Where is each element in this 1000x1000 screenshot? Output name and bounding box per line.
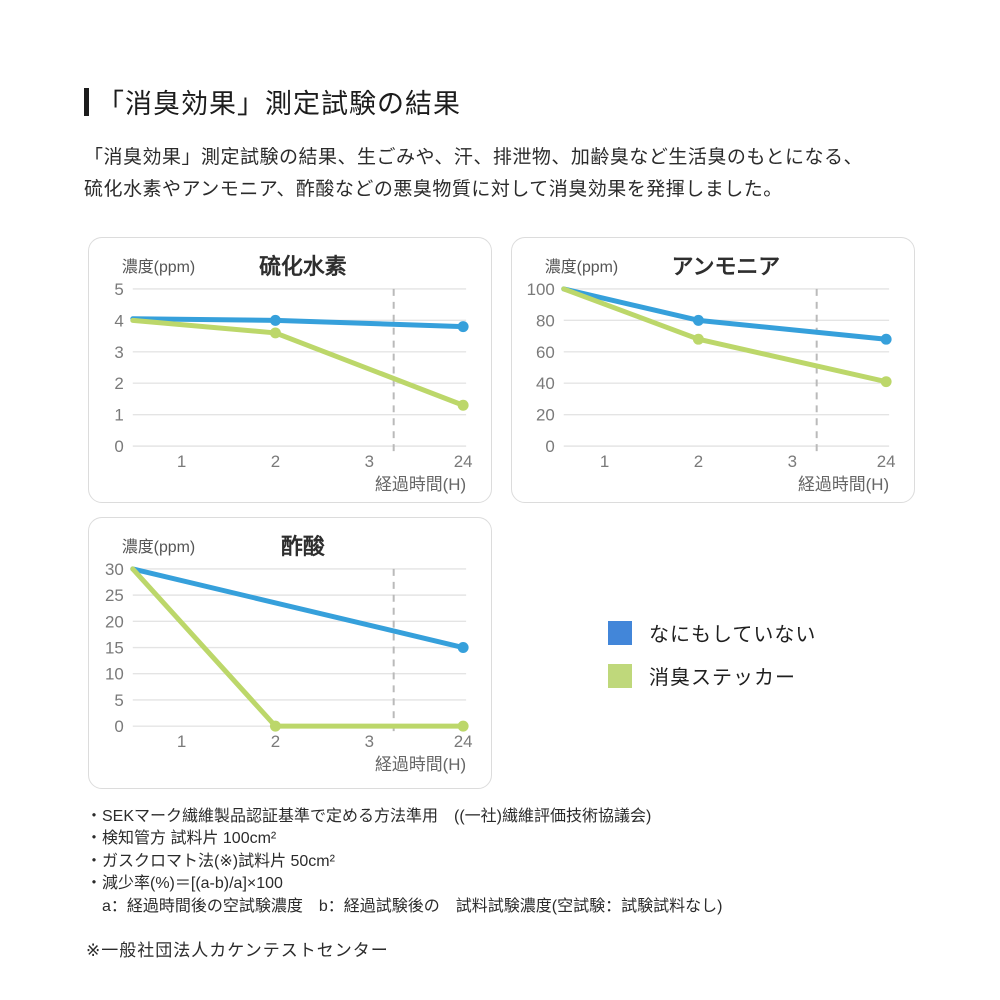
y-axis-unit-label: 濃度(ppm) bbox=[545, 258, 618, 276]
x-tick-label: 1 bbox=[600, 452, 609, 471]
legend-item-untreated: なにもしていない bbox=[608, 620, 817, 646]
data-point-dot bbox=[457, 321, 469, 333]
data-point-dot bbox=[457, 720, 469, 732]
x-tick-label: 3 bbox=[365, 732, 374, 751]
legend-swatch-blue bbox=[608, 620, 632, 645]
intro-line-1: 「消臭効果」測定試験の結果、生ごみや、汗、排泄物、加齢臭など生活臭のもとになる、 bbox=[84, 147, 864, 168]
x-tick-label: 24 bbox=[454, 452, 473, 471]
chart-title: 硫化水素 bbox=[259, 254, 347, 279]
y-tick-label: 20 bbox=[105, 612, 124, 631]
intro-paragraph: 「消臭効果」測定試験の結果、生ごみや、汗、排泄物、加齢臭など生活臭のもとになる、… bbox=[84, 142, 863, 206]
y-tick-label: 0 bbox=[114, 437, 123, 456]
x-axis-label: 経過時間(H) bbox=[798, 475, 889, 494]
y-tick-label: 25 bbox=[105, 586, 124, 605]
y-tick-label: 100 bbox=[527, 280, 555, 299]
x-tick-label: 3 bbox=[365, 452, 374, 471]
footnotes: ・SEKマーク繊維製品認証基準で定める方法準用 ((一社)繊維評価技術協議会) … bbox=[86, 806, 722, 918]
y-tick-label: 2 bbox=[114, 374, 123, 393]
x-tick-label: 2 bbox=[694, 452, 703, 471]
series-line-untreated bbox=[130, 566, 466, 651]
y-tick-label: 0 bbox=[545, 437, 554, 456]
page-title: 「消臭効果」測定試験の結果 bbox=[97, 89, 461, 119]
data-point-dot bbox=[269, 327, 281, 339]
x-tick-label: 24 bbox=[454, 732, 473, 751]
data-point-dot bbox=[692, 333, 704, 345]
y-axis-unit-label: 濃度(ppm) bbox=[122, 538, 195, 556]
legend-label-untreated: なにもしていない bbox=[649, 624, 817, 646]
chart-legend: なにもしていない 消臭ステッカー bbox=[608, 620, 816, 706]
legend-swatch-green bbox=[608, 663, 632, 688]
legend-label-deodorant-sticker: 消臭ステッカー bbox=[649, 667, 796, 689]
y-tick-label: 80 bbox=[536, 311, 555, 330]
chart-title: 酢酸 bbox=[281, 534, 325, 559]
y-tick-label: 10 bbox=[105, 665, 124, 684]
footnote-line: ・減少率(%)＝[(a-b)/a]×100 bbox=[86, 875, 283, 893]
y-tick-label: 60 bbox=[536, 343, 555, 362]
bottom-note: ※一般社団法人カケンテストセンター bbox=[86, 941, 389, 960]
x-axis-label: 経過時間(H) bbox=[375, 755, 466, 774]
legend-item-deodorant-sticker: 消臭ステッカー bbox=[608, 663, 816, 689]
chart-hydrogen-sulfide: 濃度(ppm) 硫化水素 5 4 3 2 1 0 1 2 3 24 経過時間(H) bbox=[114, 254, 473, 494]
x-tick-label: 24 bbox=[877, 452, 896, 471]
x-tick-label: 3 bbox=[788, 452, 797, 471]
chart-acetic-acid: 濃度(ppm) 酢酸 30 25 20 15 10 5 0 1 2 3 24 経過時間(H) bbox=[105, 534, 473, 774]
y-tick-label: 0 bbox=[114, 717, 123, 736]
y-tick-label: 1 bbox=[114, 406, 123, 425]
data-point-dot bbox=[692, 314, 704, 326]
y-tick-label: 5 bbox=[114, 280, 123, 299]
x-tick-label: 1 bbox=[177, 452, 186, 471]
intro-line-2: 硫化水素やアンモニア、酢酸などの悪臭物質に対して消臭効果を発揮しました。 bbox=[84, 179, 783, 200]
chart-card-ammonia: 濃度(ppm) アンモニア 100 80 60 40 20 0 1 2 3 24 経過時間(H) bbox=[511, 237, 915, 503]
y-tick-label: 40 bbox=[536, 374, 555, 393]
series-line-deodorant-sticker bbox=[130, 317, 466, 408]
data-point-dot bbox=[880, 333, 892, 345]
footnote-line: ・検知管方 試料片 100cm² bbox=[86, 830, 277, 848]
data-point-dot bbox=[457, 642, 469, 653]
series-line-untreated bbox=[561, 286, 889, 342]
chart-card-acetic-acid: 濃度(ppm) 酢酸 30 25 20 15 10 5 0 1 2 3 24 経過時間(H) bbox=[88, 517, 492, 789]
x-tick-label: 2 bbox=[271, 452, 280, 471]
data-point-dot bbox=[880, 376, 892, 388]
y-tick-label: 3 bbox=[114, 343, 123, 362]
chart-ammonia: 濃度(ppm) アンモニア 100 80 60 40 20 0 1 2 3 24 経過時間(H) bbox=[527, 254, 896, 494]
chart-card-hydrogen-sulfide: 濃度(ppm) 硫化水素 5 4 3 2 1 0 1 2 3 24 経過時間(H) bbox=[88, 237, 492, 503]
y-tick-label: 4 bbox=[114, 311, 123, 330]
footnote-line: ・ガスクロマト法(※)試料片 50cm² bbox=[86, 852, 335, 870]
y-tick-label: 30 bbox=[105, 560, 124, 579]
title-accent-bar bbox=[84, 87, 89, 116]
y-tick-label: 15 bbox=[105, 638, 124, 657]
footnote-line: a：経過時間後の空試験濃度 b：経過試験後の 試料試験濃度(空試験：試験試料なし… bbox=[86, 897, 723, 915]
y-tick-label: 20 bbox=[536, 406, 555, 425]
data-point-dot bbox=[457, 399, 469, 411]
y-tick-label: 5 bbox=[114, 691, 123, 710]
page-title-row: 「消臭効果」測定試験の結果 bbox=[84, 82, 461, 121]
x-axis-label: 経過時間(H) bbox=[375, 475, 466, 494]
data-point-dot bbox=[269, 720, 281, 732]
x-tick-label: 2 bbox=[271, 732, 280, 751]
footnote-line: ・SEKマーク繊維製品認証基準で定める方法準用 ((一社)繊維評価技術協議会) bbox=[86, 808, 652, 825]
y-axis-unit-label: 濃度(ppm) bbox=[122, 258, 195, 276]
chart-title: アンモニア bbox=[672, 254, 781, 279]
x-tick-label: 1 bbox=[177, 732, 186, 751]
data-point-dot bbox=[269, 314, 281, 326]
